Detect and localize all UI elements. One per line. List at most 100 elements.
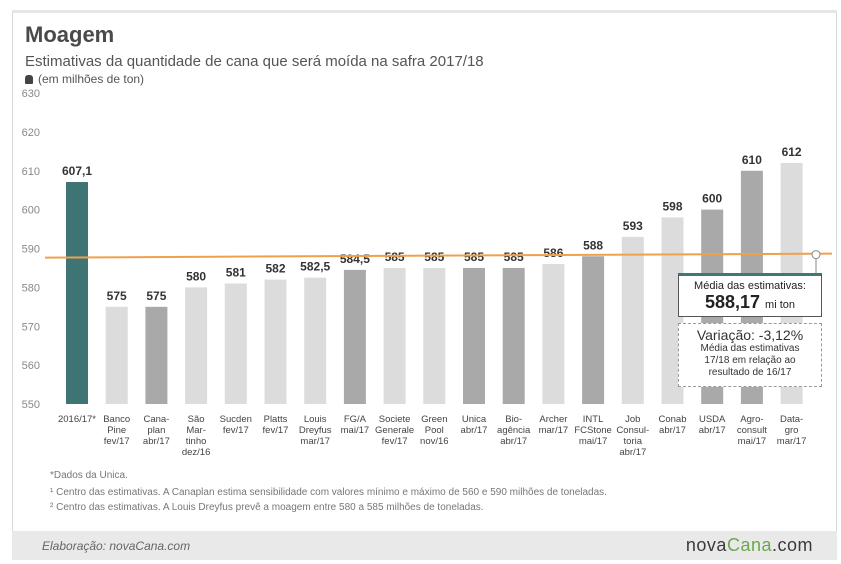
category-label: Agro-: [740, 414, 763, 425]
variation-line-3: resultado de 16/17: [708, 367, 792, 378]
category-label: fev/17: [263, 425, 289, 436]
bar: [105, 306, 128, 404]
average-line: [44, 252, 833, 259]
bar: [304, 277, 327, 404]
category-label: Data-: [780, 414, 803, 425]
data-label: 600: [702, 192, 722, 206]
category-label: abr/17: [619, 447, 646, 458]
category-label: INTL: [583, 414, 604, 425]
category-label: dez/16: [182, 447, 211, 458]
data-label: 575: [107, 289, 127, 303]
chart-subtitle: Estimativas da quantidade de cana que se…: [25, 53, 484, 70]
data-label: 582,5: [300, 260, 330, 274]
note-canaplan: ¹ Centro das estimativas. A Canaplan est…: [50, 487, 607, 498]
bar: [66, 182, 88, 404]
data-label: 580: [186, 269, 206, 283]
category-label: Banco: [103, 414, 130, 425]
category-label: plan: [147, 425, 165, 436]
data-label: 575: [146, 289, 166, 303]
bar-chart: 550 560 570 580 590 600 610 620 630 607,1 2016/17*…: [22, 88, 833, 458]
category-label: 2016/17*: [58, 414, 96, 425]
category-label: Generale: [375, 425, 414, 436]
data-label: 581: [226, 265, 246, 279]
brand-part-2: Cana: [726, 535, 772, 555]
bar: [224, 283, 247, 404]
y-tick-label: 560: [22, 360, 40, 372]
category-label: USDA: [699, 414, 726, 425]
chart-title: Moagem: [25, 22, 115, 47]
category-label: tinho: [186, 436, 207, 447]
category-label: abr/17: [659, 425, 686, 436]
data-label: 588: [583, 238, 603, 252]
data-label: 582: [265, 262, 285, 276]
category-label: toria: [624, 436, 643, 447]
category-label: agência: [497, 425, 531, 436]
average-value-line: 588,17 mi ton: [679, 292, 821, 315]
y-tick-label: 600: [22, 205, 40, 217]
brand-part-1: nova: [685, 535, 727, 555]
average-unit: mi ton: [765, 299, 796, 311]
category-label: Platts: [264, 414, 288, 425]
category-label: mar/17: [300, 436, 330, 447]
y-tick-label: 590: [22, 244, 40, 256]
category-label: mai/17: [738, 436, 767, 447]
unit-text: (em milhões de ton): [38, 72, 145, 86]
y-tick-label: 630: [22, 88, 40, 100]
data-label: 585: [464, 250, 484, 264]
category-label: Unica: [462, 414, 487, 425]
data-label: 607,1: [62, 164, 92, 178]
bar: [185, 287, 208, 404]
average-box: Média das estimativas: 588,17 mi ton: [678, 273, 822, 317]
data-label: 598: [662, 199, 682, 213]
average-marker: [811, 250, 821, 260]
brand-part-3: .com: [771, 535, 813, 555]
y-tick-label: 620: [22, 127, 40, 139]
category-label: mar/17: [777, 436, 807, 447]
category-label: Archer: [539, 414, 567, 425]
category-label: Consul-: [616, 425, 649, 436]
bar: [343, 269, 366, 404]
bar: [264, 279, 287, 404]
note-louis-dreyfus: ² Centro das estimativas. A Louis Dreyfu…: [50, 502, 484, 513]
data-label: 610: [742, 153, 762, 167]
category-label: Green: [421, 414, 447, 425]
y-tick-label: 550: [22, 399, 40, 411]
bar: [383, 267, 406, 404]
variation-line-2: 17/18 em relação ao: [704, 355, 796, 366]
bar: [502, 267, 525, 404]
bar: [582, 256, 605, 404]
data-label: 585: [385, 250, 405, 264]
variation-heading: Variação: -3,12%: [696, 327, 804, 343]
category-label: Cana-: [143, 414, 169, 425]
category-label: Job: [625, 414, 640, 425]
category-label: abr/17: [699, 425, 726, 436]
unit-label: (em milhões de ton): [25, 72, 144, 86]
note-unica: *Dados da Unica.: [50, 470, 128, 481]
category-label: nov/16: [420, 436, 449, 447]
category-label: fev/17: [104, 436, 130, 447]
category-label: FCStone: [574, 425, 612, 436]
category-label: abr/17: [143, 436, 170, 447]
bar: [145, 306, 168, 404]
category-label: fev/17: [223, 425, 249, 436]
category-label: gro: [785, 425, 799, 436]
category-label: Sucden: [220, 414, 252, 425]
bar: [542, 264, 565, 404]
category-label: fev/17: [382, 436, 408, 447]
category-label: Pool: [425, 425, 444, 436]
bar: [463, 267, 485, 404]
footer: Elaboração: novaCana.com novaCana.com: [12, 531, 837, 560]
variation-line-1: Média das estimativas: [700, 343, 800, 354]
average-value: 588,17: [704, 292, 761, 312]
header-band: [12, 10, 837, 13]
y-tick-label: 610: [22, 166, 40, 178]
y-tick-label: 580: [22, 282, 40, 294]
category-label: FG/A: [344, 414, 367, 425]
category-label: Conab: [659, 414, 687, 425]
category-label: Pine: [107, 425, 126, 436]
category-label: consult: [737, 425, 767, 436]
category-label: abr/17: [500, 436, 527, 447]
variation-box: Variação: -3,12% Média das estimativas 1…: [678, 323, 822, 387]
category-label: Dreyfus: [299, 425, 332, 436]
category-label: mai/17: [341, 425, 370, 436]
